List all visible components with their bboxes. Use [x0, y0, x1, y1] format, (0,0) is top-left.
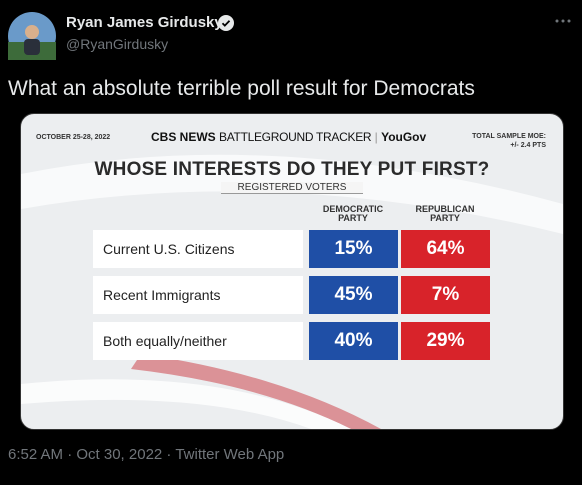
democratic-cell: 15% [309, 230, 398, 268]
democratic-cell: 45% [309, 276, 398, 314]
background-swoosh [21, 154, 563, 429]
partner: YouGov [381, 130, 427, 144]
source: CBS NEWS [151, 130, 216, 144]
republican-cell: 64% [401, 230, 490, 268]
moe-line: TOTAL SAMPLE MOE: [472, 133, 546, 140]
author-handle[interactable]: @RyanGirdusky [66, 36, 169, 52]
tweet-text: What an absolute terrible poll result fo… [8, 77, 475, 100]
row-label: Both equally/neither [93, 322, 303, 360]
timestamp[interactable]: 6:52 AM · Oct 30, 2022 · Twitter Web App [8, 446, 285, 463]
democratic-cell: 40% [309, 322, 398, 360]
avatar[interactable] [8, 12, 56, 60]
row-label: Current U.S. Citizens [93, 230, 303, 268]
verified-badge [218, 15, 234, 31]
tracker: BATTLEGROUND TRACKER [219, 130, 372, 144]
more-menu[interactable] [554, 18, 572, 24]
graphic-subtitle: REGISTERED VOTERS [221, 182, 363, 194]
column-header: DEMOCRATIC PARTY [322, 204, 384, 223]
author-name[interactable]: Ryan James Girdusky [66, 14, 223, 31]
poll-date: OCTOBER 25-28, 2022 [36, 134, 111, 141]
republican-cell: 29% [401, 322, 490, 360]
column-header: REPUBLICAN PARTY [415, 204, 475, 223]
republican-cell: 7% [401, 276, 490, 314]
moe: TOTAL SAMPLE MOE: +/- 2.4 PTS [441, 132, 546, 150]
branding: CBS NEWS BATTLEGROUND TRACKER | YouGov [151, 130, 427, 144]
row-label: Recent Immigrants [93, 276, 303, 314]
graphic-title: WHOSE INTERESTS DO THEY PUT FIRST? [94, 159, 490, 180]
poll-graphic[interactable]: OCTOBER 25-28, 2022 CBS NEWS BATTLEGROUN… [20, 113, 564, 430]
moe-line: +/- 2.4 PTS [510, 142, 546, 149]
